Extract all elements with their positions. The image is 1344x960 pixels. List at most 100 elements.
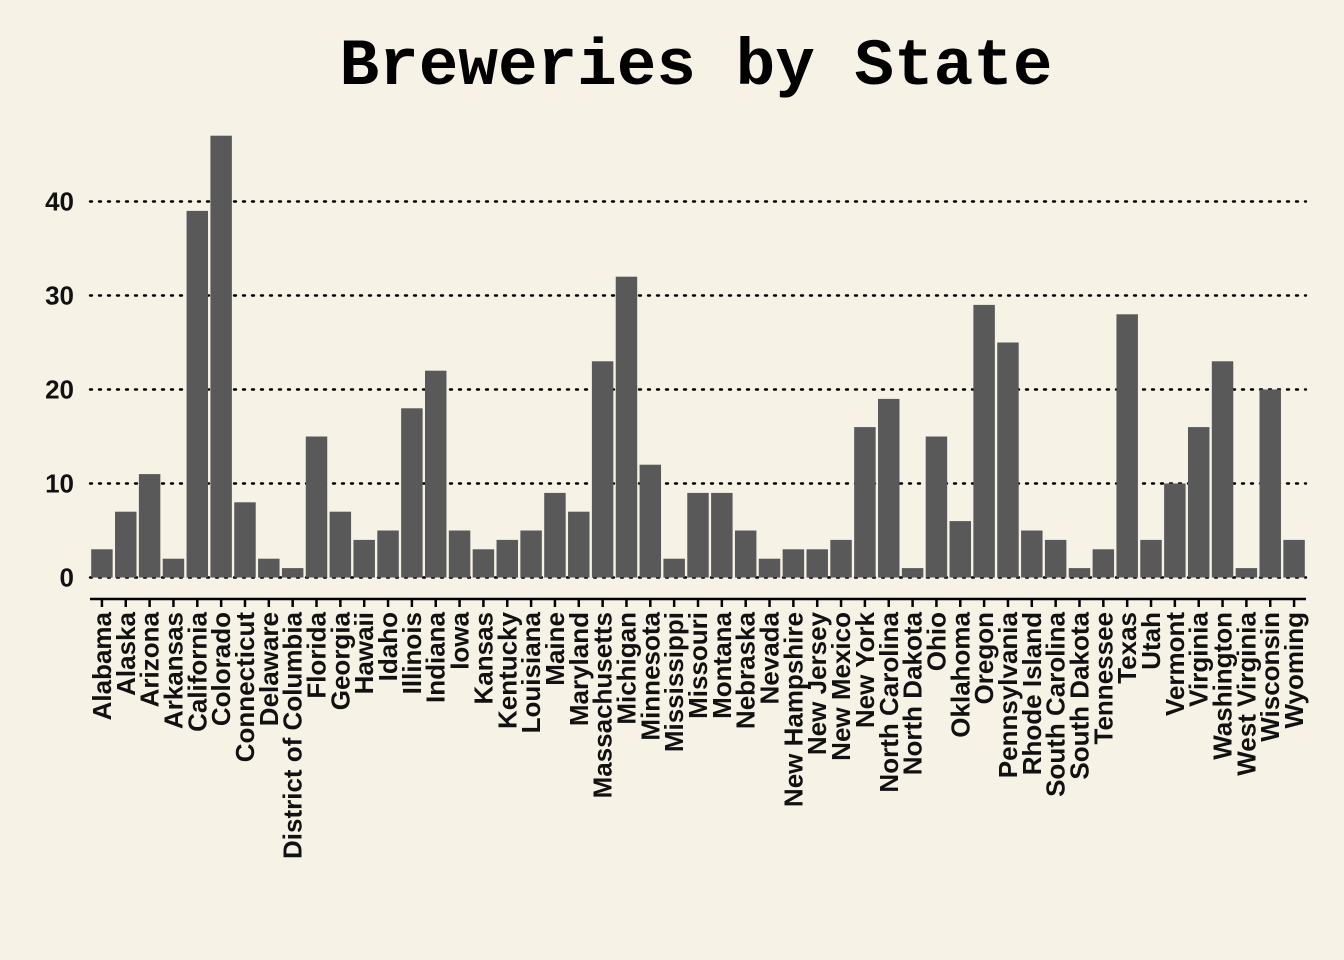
x-tick-label: Illinois [397, 612, 427, 694]
y-tick-label: 40 [45, 187, 74, 217]
bar-colorado [210, 135, 232, 578]
bar-michigan [615, 276, 638, 578]
x-tick-label: Idaho [373, 612, 403, 681]
x-tick-label: Massachusetts [588, 612, 618, 798]
x-tick-label: Kansas [468, 612, 498, 705]
x-tick-label: New Jersey [802, 611, 832, 755]
bar-missouri [687, 492, 709, 578]
x-tick-label: Virginia [1184, 611, 1214, 706]
x-tick-label: New Hampshire [778, 612, 808, 807]
bar-hawaii [353, 539, 375, 578]
bar-alabama [91, 549, 113, 578]
x-tick-label: Ohio [921, 612, 951, 671]
bar-mississippi [663, 558, 685, 578]
bar-south-dakota [1068, 568, 1091, 578]
bar-alaska [115, 511, 137, 578]
bar-oklahoma [949, 521, 972, 578]
bar-nebraska [734, 530, 757, 578]
x-tick-label: Colorado [206, 612, 236, 726]
x-tick-label: Michigan [611, 612, 641, 725]
bar-nevada [758, 558, 781, 578]
x-tick-label: Louisiana [516, 611, 546, 733]
x-tick-label: Oklahoma [945, 611, 975, 737]
bar-idaho [377, 530, 399, 578]
x-tick-label: Oregon [969, 612, 999, 704]
bar-maryland [568, 511, 590, 578]
x-tick-label: Missouri [683, 612, 713, 719]
bar-utah [1140, 539, 1162, 578]
bar-maine [544, 492, 566, 578]
x-tick-label: North Dakota [898, 611, 928, 775]
x-tick-label: Mississippi [659, 612, 689, 752]
x-tick-label: Hawaii [349, 612, 379, 694]
x-tick-label: Texas [1112, 612, 1142, 684]
x-tick-label: New York [850, 611, 880, 728]
x-tick-label: West Virginia [1231, 611, 1261, 775]
x-tick-label: Kentucky [492, 611, 522, 729]
bar-washington [1211, 361, 1234, 578]
y-tick-label: 10 [45, 469, 74, 499]
bar-louisiana [520, 530, 542, 578]
x-tick-label: Alabama [87, 611, 117, 720]
bar-vermont [1164, 483, 1186, 578]
x-tick-label: Indiana [421, 611, 451, 703]
x-tick-label: North Carolina [874, 611, 904, 792]
bar-new-york [854, 427, 876, 578]
bar-illinois [401, 408, 423, 578]
bar-wisconsin [1259, 389, 1281, 578]
x-tick-label: District of Columbia [278, 611, 308, 859]
bar-ohio [925, 436, 948, 578]
bar-delaware [258, 558, 280, 578]
bar-massachusetts [591, 361, 614, 578]
bar-rhode-island [1021, 530, 1043, 578]
bar-montana [711, 492, 733, 578]
bar-pennsylvania [997, 342, 1019, 578]
bar-new-jersey [806, 549, 828, 578]
bar-west-virginia [1235, 568, 1258, 578]
bar-new-hampshire [782, 549, 805, 578]
y-tick-label: 0 [60, 563, 74, 593]
bar-minnesota [639, 464, 662, 578]
y-tick-label: 20 [45, 375, 74, 405]
bar-iowa [448, 530, 471, 578]
x-tick-label: Nebraska [731, 611, 761, 729]
chart-title: Breweries by State [340, 29, 1053, 104]
x-tick-label: Montana [707, 611, 737, 718]
bar-north-dakota [901, 568, 924, 578]
x-tick-label: South Carolina [1041, 611, 1071, 796]
bar-arkansas [162, 558, 185, 578]
x-tick-label: Maine [540, 612, 570, 686]
x-tick-label: Nevada [755, 611, 785, 704]
x-tick-label: Minnesota [635, 611, 665, 740]
x-tick-label: Wisconsin [1255, 612, 1285, 742]
bar-connecticut [234, 502, 256, 578]
x-tick-label: Delaware [254, 612, 284, 726]
bar-south-carolina [1044, 539, 1067, 578]
y-axis: 0 10 20 30 40 [45, 187, 74, 593]
x-tick-label: California [182, 611, 212, 731]
x-tick-label: Connecticut [230, 612, 260, 763]
x-tick-label: Alaska [111, 611, 141, 695]
bar-district-of-columbia [281, 568, 304, 578]
bars [91, 135, 1305, 578]
bar-wyoming [1283, 539, 1305, 578]
x-tick-label: South Dakota [1064, 611, 1094, 779]
x-tick-label: Georgia [325, 611, 355, 710]
x-tick-label: New Mexico [826, 612, 856, 761]
x-tick-label: Utah [1136, 612, 1166, 670]
bar-indiana [425, 370, 447, 578]
bar-new-mexico [830, 539, 852, 578]
bar-arizona [138, 474, 161, 578]
x-tick-label: Florida [302, 611, 332, 698]
bar-tennessee [1092, 549, 1115, 578]
bar-california [186, 210, 209, 578]
x-tick-label: Tennessee [1088, 612, 1118, 744]
bar-virginia [1187, 427, 1210, 578]
bar-texas [1116, 314, 1138, 578]
x-tick-label: Pennsylvania [993, 611, 1023, 778]
bar-georgia [329, 511, 352, 578]
x-tick-label: Vermont [1160, 612, 1190, 716]
bar-florida [305, 436, 328, 578]
x-tick-label: Washington [1208, 612, 1238, 760]
